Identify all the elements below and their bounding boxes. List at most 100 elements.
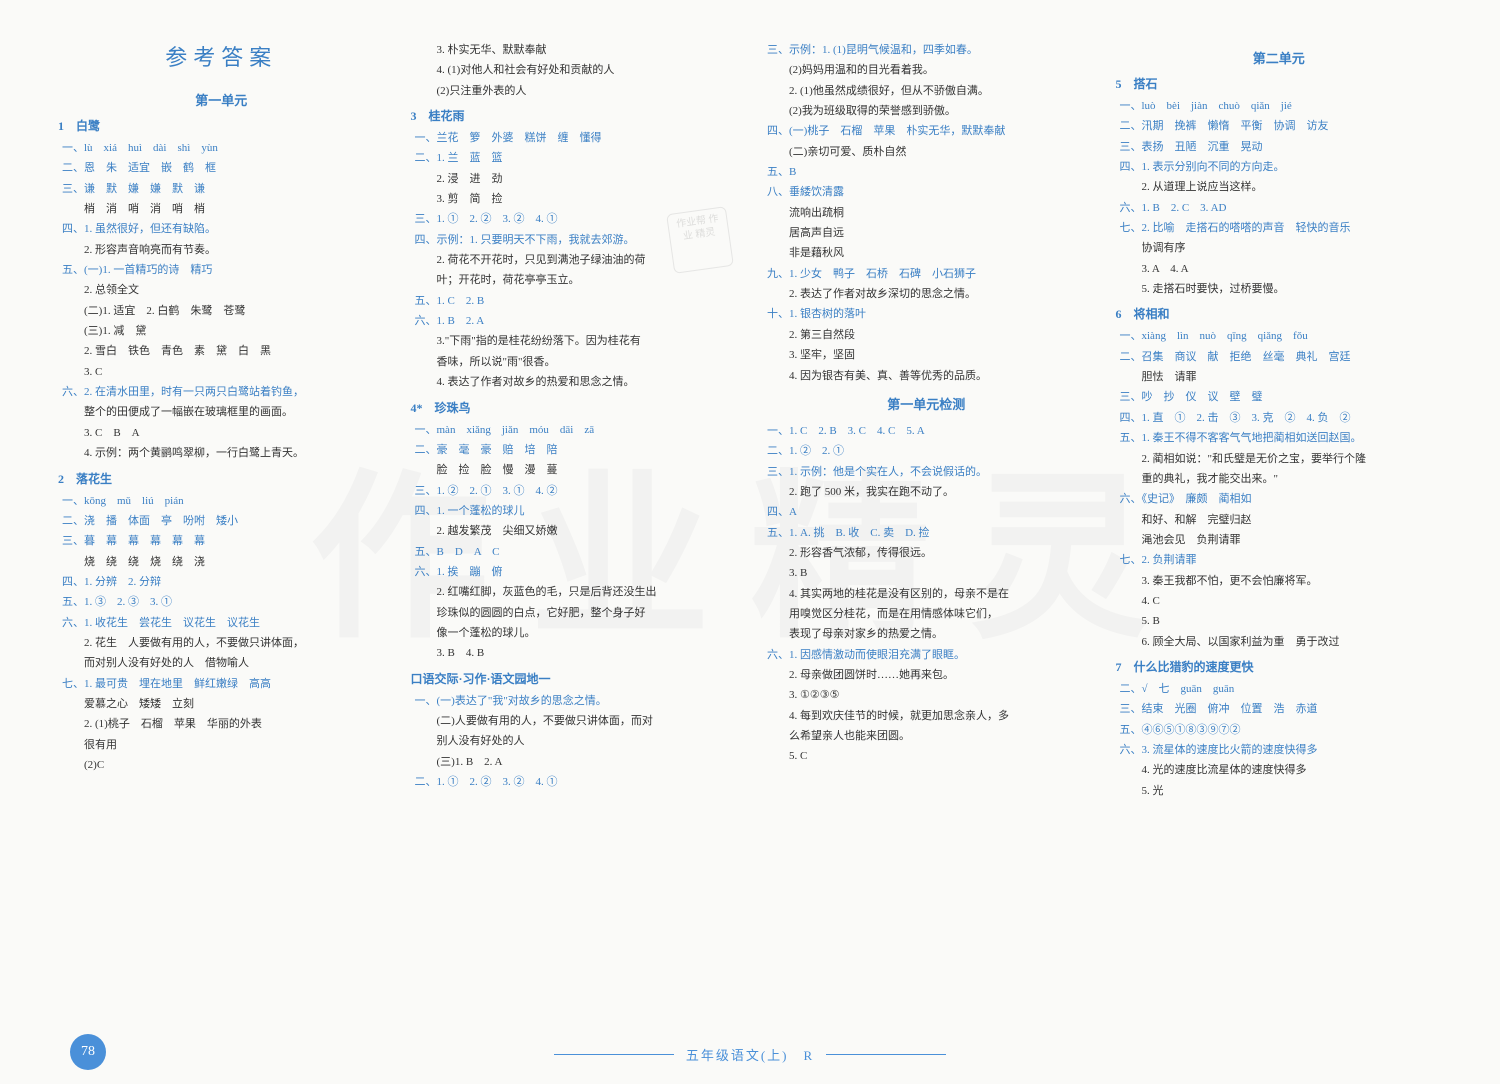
answer-line: 一、luò bèi jiàn chuò qiǎn jié [1116,96,1443,116]
answer-line: 三、结束 光圈 俯冲 位置 浩 赤道 [1116,699,1443,719]
answer-line: 二、恩 朱 适宜 嵌 鹤 框 [58,158,385,178]
answer-line: 2. 花生 人要做有用的人，不要做只讲体面， [58,633,385,653]
answer-line: 么希望亲人也能来团圆。 [763,726,1090,746]
answer-line: 3."下雨"指的是桂花纷纷落下。因为桂花有 [411,331,738,351]
answer-line: 四、1. 一个蓬松的球儿 [411,501,738,521]
answer-line: 三、1. ② 2. ① 3. ① 4. ② [411,481,738,501]
answer-line: 八、垂緌饮清露 [763,182,1090,202]
answer-line: (二)人要做有用的人，不要做只讲体面，而对 [411,711,738,731]
footer-line-left [554,1054,674,1055]
answer-line: 胆怯 请罪 [1116,367,1443,387]
answer-line: 2. 形容香气浓郁，传得很远。 [763,543,1090,563]
answer-line: 4. 表达了作者对故乡的热爱和思念之情。 [411,372,738,392]
answer-line: 一、兰花 箩 外婆 糕饼 缠 懂得 [411,128,738,148]
answer-line: 3. A 4. A [1116,259,1443,279]
answer-line: 重的典礼，我才能交出来。" [1116,469,1443,489]
answer-line: 四、A [763,502,1090,522]
answer-line: 5. 走搭石时要快，过桥要慢。 [1116,279,1443,299]
answer-line: 4. C [1116,591,1443,611]
answer-line: 4. 因为银杏有美、真、善等优秀的品质。 [763,366,1090,386]
answer-line: 2. 浸 进 劲 [411,169,738,189]
ch5-title: 5 搭石 [1116,75,1443,92]
answer-line: 2. 第三自然段 [763,325,1090,345]
answer-line: 一、(一)表达了"我"对故乡的思念之情。 [411,691,738,711]
main-title: 参考答案 [58,40,385,72]
unit1-title: 第一单元 [58,90,385,109]
answer-line: (三)1. B 2. A [411,752,738,772]
answer-line: 二、1. ② 2. ① [763,441,1090,461]
answer-line: 3. C B A [58,423,385,443]
answer-line: 脸 捡 脸 慢 漫 蔓 [411,460,738,480]
practice-title: 口语交际·习作·语文园地一 [411,670,738,687]
answer-line: 4. 其实两地的桂花是没有区别的，母亲不是在 [763,584,1090,604]
unit2-title: 第二单元 [1116,48,1443,67]
answer-line: 5. B [1116,611,1443,631]
answer-line: 5. C [763,746,1090,766]
answer-line: 五、B [763,162,1090,182]
stamp: 作业帮 作业 精灵 [666,206,734,274]
answer-line: 香味，所以说"雨"很香。 [411,352,738,372]
answer-line: 和好、和解 完璧归赵 [1116,510,1443,530]
answer-line: 表现了母亲对家乡的热爱之情。 [763,624,1090,644]
answer-line: 四、(一)桃子 石榴 苹果 朴实无华，默默奉献 [763,121,1090,141]
footer-text: 五年级语文(上) R [686,1045,814,1064]
answer-line: 3. ①②③⑤ [763,685,1090,705]
ch2-title: 2 落花生 [58,470,385,487]
footer: 五年级语文(上) R [0,1045,1500,1064]
answer-line: (二)亲切可爱、质朴自然 [763,142,1090,162]
answer-line: 三、示例：1. (1)昆明气候温和，四季如春。 [763,40,1090,60]
answer-line: 二、1. 兰 蓝 篮 [411,148,738,168]
answer-line: 居高声自远 [763,223,1090,243]
answer-line: 二、召集 商议 献 拒绝 丝毫 典礼 宫廷 [1116,347,1443,367]
column-4: 第二单元 5 搭石 一、luò bèi jiàn chuò qiǎn jié 二… [1108,40,1451,801]
answer-line: 2. 蔺相如说："和氏璧是无价之宝，要举行个隆 [1116,449,1443,469]
answer-line: 2. 雪白 铁色 青色 素 黛 白 黑 [58,341,385,361]
answer-line: 2. 越发繁茂 尖细又娇嫩 [411,521,738,541]
answer-line: 六、1. 挨 蹦 俯 [411,562,738,582]
answer-line: 爱慕之心 矮矮 立刻 [58,694,385,714]
answer-line: 非是藉秋风 [763,243,1090,263]
answer-line: 一、lù xiá huì dài shì yùn [58,138,385,158]
answer-line: (2)C [58,755,385,775]
answer-line: 用嗅觉区分桂花，而是在用情感体味它们， [763,604,1090,624]
answer-line: (2)妈妈用温和的目光看着我。 [763,60,1090,80]
answer-line: 3. 朴实无华、默默奉献 [411,40,738,60]
answer-line: 三、暮 幕 幕 幕 幕 幕 [58,531,385,551]
answer-line: 2. 从道理上说应当这样。 [1116,177,1443,197]
answer-line: 2. 母亲做团圆饼时……她再来包。 [763,665,1090,685]
test1-title: 第一单元检测 [763,394,1090,413]
answer-line: 二、浇 播 体面 亭 吩咐 矮小 [58,511,385,531]
answer-line: 三、1. 示例：他是个实在人，不会说假话的。 [763,462,1090,482]
answer-line: 别人没有好处的人 [411,731,738,751]
answer-line: 二、1. ① 2. ② 3. ② 4. ① [411,772,738,792]
answer-line: 3. 秦王我都不怕，更不会怕廉将军。 [1116,571,1443,591]
ch3-title: 3 桂花雨 [411,107,738,124]
answer-line: 3. B 4. B [411,643,738,663]
ch7-title: 7 什么比猎豹的速度更快 [1116,658,1443,675]
answer-line: 五、1. ③ 2. ③ 3. ① [58,592,385,612]
answer-line: 六、2. 在清水田里，时有一只两只白鹭站着钓鱼， [58,382,385,402]
answer-line: 四、1. 表示分别向不同的方向走。 [1116,157,1443,177]
answer-line: 4. 每到欢庆佳节的时候，就更加思念亲人，多 [763,706,1090,726]
answer-line: (2)我为班级取得的荣誉感到骄傲。 [763,101,1090,121]
answer-line: 二、汛期 挽裤 懒惰 平衡 协调 访友 [1116,116,1443,136]
answer-line: 四、1. 虽然很好，但还有缺陷。 [58,219,385,239]
answer-line: 五、(一)1. 一首精巧的诗 精巧 [58,260,385,280]
answer-line: 四、1. 直 ① 2. 击 ③ 3. 克 ② 4. 负 ② [1116,408,1443,428]
answer-line: 4. 光的速度比流星体的速度快得多 [1116,760,1443,780]
answer-line: 6. 顾全大局、以国家利益为重 勇于改过 [1116,632,1443,652]
answer-line: 六、1. B 2. A [411,311,738,331]
answer-line: 3. 坚牢，坚固 [763,345,1090,365]
answer-line: 3. 剪 简 捡 [411,189,738,209]
ch1-title: 1 白鹭 [58,117,385,134]
answer-line: 一、xiàng lìn nuò qīng qiǎng fǒu [1116,326,1443,346]
answer-line: 很有用 [58,735,385,755]
answer-line: 2. 总领全文 [58,280,385,300]
answer-line: 五、B D A C [411,542,738,562]
answer-line: 十、1. 银杏树的落叶 [763,304,1090,324]
answer-line: 九、1. 少女 鸭子 石桥 石碑 小石狮子 [763,264,1090,284]
column-2: 3. 朴实无华、默默奉献 4. (1)对他人和社会有好处和贡献的人 (2)只注重… [403,40,746,801]
answer-line: 3. C [58,362,385,382]
ch4-title: 4* 珍珠鸟 [411,399,738,416]
answer-line: 5. 光 [1116,781,1443,801]
